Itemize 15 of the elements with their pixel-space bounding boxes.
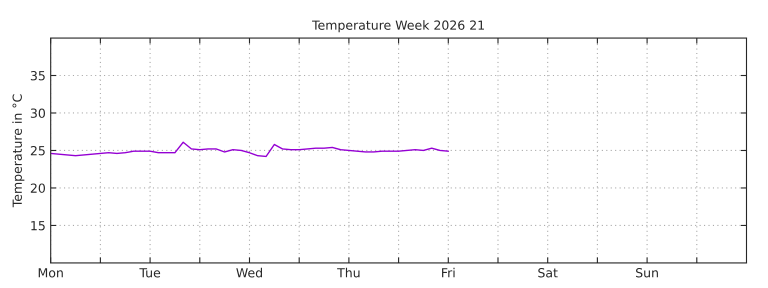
x-tick-label: Fri [442,268,455,278]
y-axis-title: Temperature in °C [12,94,24,208]
y-tick-label: 30 [30,108,45,118]
x-tick-label: Mon [38,268,63,278]
x-tick-label: Sun [636,268,658,278]
x-tick-label: Thu [337,268,360,278]
x-tick-label: Wed [236,268,262,278]
line-series [50,142,449,158]
x-tick-label: Sat [538,268,558,278]
y-tick-label: 35 [30,70,45,80]
y-tick-label: 25 [30,146,45,156]
y-tick-label: 15 [31,221,45,230]
y-tick-label: 20 [30,183,45,193]
x-tick-label: Tue [139,268,160,278]
chart-title: Temperature Week 2026 21 [312,20,484,32]
